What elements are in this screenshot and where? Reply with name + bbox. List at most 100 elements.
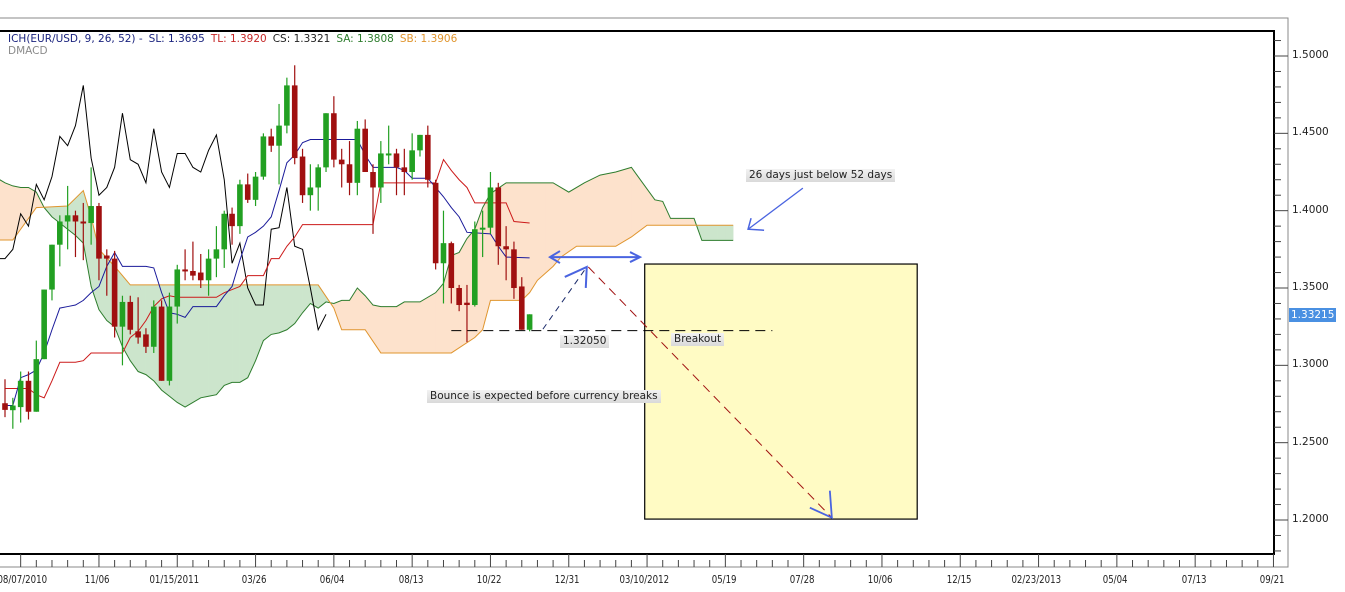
candle — [119, 295, 126, 366]
candle-body — [135, 331, 141, 338]
candle-body — [362, 128, 368, 173]
cloud-segment — [584, 178, 593, 247]
bounce-label: Bounce is expected before currency break… — [427, 390, 661, 403]
current-price-tag: 1.33215 — [1289, 308, 1337, 322]
axes — [20, 40, 1288, 567]
candle — [174, 264, 181, 324]
candle-body — [370, 172, 376, 188]
cloud-segment — [685, 218, 695, 226]
cloud-segment — [404, 301, 413, 354]
candle-body — [393, 153, 400, 168]
senkou-span-a-line — [0, 166, 734, 408]
drop-arrowhead-icon — [809, 490, 833, 520]
cloud-segment — [341, 300, 350, 331]
cloud-segment — [270, 284, 280, 335]
candle — [511, 241, 517, 299]
candle — [150, 300, 157, 353]
candle — [252, 172, 259, 207]
candle-body — [432, 182, 439, 264]
x-tick-label: 10/06 — [868, 574, 893, 586]
candle-body — [205, 258, 212, 281]
x-tick-label: 05/19 — [711, 574, 737, 586]
legend-tl: TL: 1.3920 — [210, 33, 267, 45]
candle-body — [127, 301, 134, 330]
candle-body — [119, 301, 126, 327]
y-tick-label: 1.3500 — [1292, 281, 1329, 293]
candle-body — [229, 213, 235, 227]
arrowhead-right-icon — [629, 251, 643, 263]
candle-body — [518, 286, 525, 330]
candle-body — [158, 306, 165, 381]
candle-body — [182, 269, 188, 272]
x-tick-label: 12/31 — [554, 574, 580, 586]
candle-body — [526, 314, 533, 330]
candle-body — [64, 215, 71, 222]
cloud-segment — [184, 284, 194, 408]
candle — [354, 120, 361, 196]
candle — [244, 173, 251, 203]
cloud-segment — [419, 296, 429, 354]
candle-body — [260, 136, 267, 177]
x-tick-label: 09/21 — [1259, 574, 1285, 586]
candle-body — [213, 249, 220, 259]
candle — [57, 215, 63, 267]
candle — [166, 292, 173, 386]
candle — [237, 179, 243, 234]
senkou-span-b-line — [0, 189, 734, 354]
cloud-segment — [654, 199, 663, 226]
target-box-layer — [644, 263, 918, 520]
cloud-segment — [396, 301, 405, 354]
candle — [127, 295, 134, 335]
x-tick-label: 10/22 — [476, 574, 502, 586]
candle — [472, 221, 478, 307]
x-tick-label: 12/15 — [946, 574, 972, 586]
candle — [197, 253, 204, 289]
candle — [331, 96, 337, 168]
candle-body — [111, 258, 118, 327]
candle — [64, 185, 71, 250]
candle-body — [88, 206, 94, 224]
candle-body — [323, 113, 329, 168]
annotations-layer — [451, 187, 833, 520]
candle — [448, 241, 455, 304]
candle-body — [25, 380, 32, 412]
candle-body — [511, 249, 517, 289]
candle — [479, 210, 486, 258]
candle — [425, 125, 431, 188]
candle — [291, 65, 298, 165]
candle — [190, 241, 196, 281]
candle-body — [378, 153, 384, 188]
cloud-segment — [98, 248, 108, 322]
candle-body — [417, 134, 423, 151]
x-tick-label: 07/13 — [1181, 574, 1207, 586]
x-tick-label: 02/23/2013 — [1010, 574, 1061, 586]
candle — [49, 244, 55, 301]
candle — [346, 141, 353, 196]
cloud-segment — [286, 284, 295, 331]
candle — [25, 371, 32, 420]
candles — [2, 65, 533, 429]
candle-body — [166, 306, 173, 381]
candle-body — [354, 128, 361, 183]
y-tick-label: 1.3000 — [1292, 358, 1329, 371]
candle-body — [284, 85, 290, 126]
target-box — [644, 263, 918, 520]
cloud-segment — [231, 284, 241, 383]
x-tick-label: 06/04 — [320, 574, 345, 586]
drop-arrow-line — [587, 266, 833, 519]
candle-body — [244, 184, 251, 200]
candle-body — [41, 289, 47, 360]
candle — [299, 148, 306, 203]
cloud-segment — [717, 224, 726, 241]
candle-body — [425, 134, 431, 180]
cloud-segment — [560, 187, 570, 258]
cloud-segment — [607, 171, 616, 247]
candle-body — [72, 215, 79, 222]
candle-body — [331, 113, 337, 160]
candle — [338, 148, 345, 188]
support-label: 1.32050 — [560, 335, 610, 348]
candle-body — [307, 187, 314, 196]
candle-body — [401, 167, 408, 173]
candle — [393, 148, 400, 196]
candle — [409, 133, 415, 180]
